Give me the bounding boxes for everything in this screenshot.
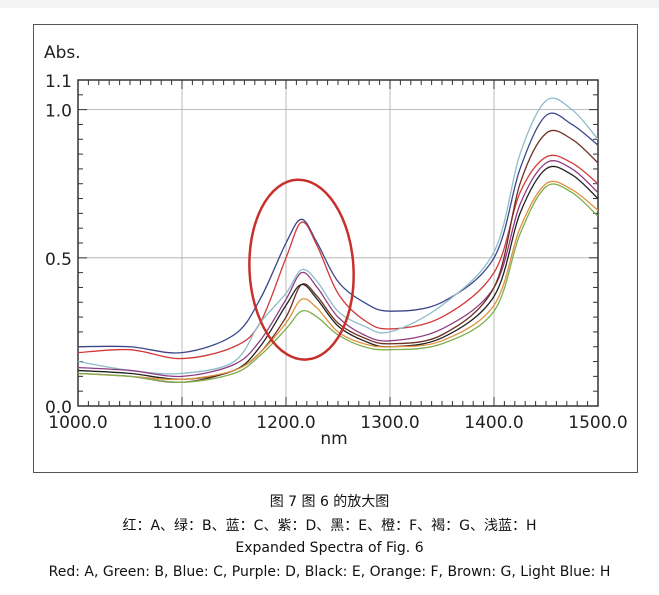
y-tick-label: 0.5 — [45, 250, 72, 270]
plot-area-border — [77, 79, 599, 407]
highlight-ellipse — [248, 178, 355, 361]
series-line-H — [77, 97, 599, 375]
x-tick-label: 1400.0 — [464, 413, 523, 433]
cropped-top-strip — [0, 0, 659, 8]
x-tick-label: 1000.0 — [48, 413, 107, 433]
caption-cn-title: 图 7 图 6 的放大图 — [269, 494, 390, 510]
y-axis-label: Abs. — [44, 43, 81, 63]
x-axis-label: nm — [320, 429, 347, 449]
series-line-B — [77, 183, 599, 383]
y-tick-label: 1.1 — [45, 72, 72, 92]
x-tick-label: 1300.0 — [360, 413, 419, 433]
series-line-A — [77, 154, 599, 360]
caption-en-title: Expanded Spectra of Fig. 6 — [235, 540, 424, 556]
y-tick-label: 0.0 — [45, 398, 72, 418]
x-tick-label: 1500.0 — [568, 413, 627, 433]
caption-en-legend: Red: A, Green: B, Blue: C, Purple: D, Bl… — [48, 564, 611, 580]
y-tick-label: 1.0 — [45, 102, 72, 122]
series-line-E — [77, 165, 599, 380]
series-line-C — [77, 112, 599, 354]
x-tick-label: 1200.0 — [256, 413, 315, 433]
figure-frame — [33, 24, 638, 473]
x-tick-label: 1100.0 — [152, 413, 211, 433]
caption-cn-legend: 红：A、绿：B、蓝：C、紫：D、黑：E、橙：F、褐：G、浅蓝：H — [122, 518, 537, 534]
series-line-D — [77, 160, 599, 378]
spectra-chart: 1000.0 1100.0 1200.0 1300.0 1400.0 1500.0 0.0 0… — [44, 43, 628, 449]
